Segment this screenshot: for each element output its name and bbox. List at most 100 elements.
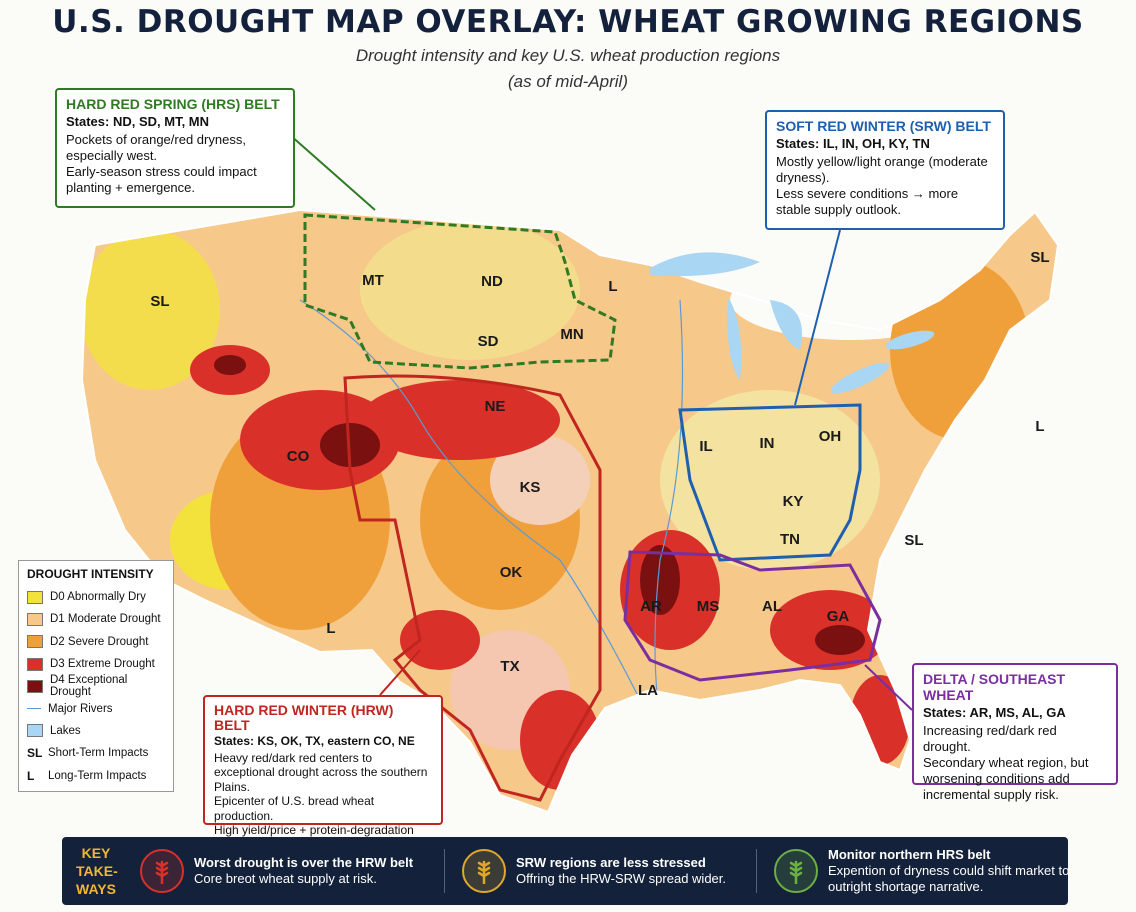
callout-text: Heavy red/dark red centers to exceptiona… xyxy=(214,750,428,794)
wheat-icon xyxy=(477,860,491,884)
hrs-region xyxy=(303,213,617,370)
legend-label: D0 Abnormally Dry xyxy=(50,591,146,604)
takeaway-title: SRW regions are less stressed xyxy=(516,855,706,870)
delta-connector xyxy=(864,664,913,711)
map-label: OK xyxy=(500,564,523,581)
legend-item: D1 Moderate Drought xyxy=(27,608,165,630)
callout-title: HARD RED SPRING (HRS) BELT xyxy=(66,96,280,112)
callout-srw: SOFT RED WINTER (SRW) BELT States: IL, IN… xyxy=(765,110,1005,230)
map-label: IN xyxy=(760,435,775,452)
legend-label: Short-Term Impacts xyxy=(48,747,149,760)
callout-text: Secondary wheat region, but worsening co… xyxy=(923,755,1089,802)
legend-symbol: L xyxy=(27,768,35,783)
callout-text: Mostly yellow/light orange (moderate dry… xyxy=(776,154,988,185)
legend-symbol: SL xyxy=(27,746,43,761)
map-label: TX xyxy=(500,658,519,675)
callout-states: States: KS, OK, TX, eastern CO, NE xyxy=(214,734,415,748)
takeaway-title: Monitor northern HRS belt xyxy=(828,847,991,862)
title: U.S. DROUGHT MAP OVERLAY: WHEAT GROWING … xyxy=(52,4,1084,40)
takeaway-text: Worst drought is over the HRW belt Core b… xyxy=(194,855,449,887)
legend-label: Major Rivers xyxy=(48,702,113,715)
legend-swatch xyxy=(27,635,43,649)
callout-states: States: ND, SD, MT, MN xyxy=(66,114,210,129)
us-outline xyxy=(80,208,1060,814)
legend-swatch xyxy=(27,724,43,738)
legend-label: D2 Severe Drought xyxy=(50,635,149,648)
hrw-region xyxy=(343,374,602,802)
srw-connector xyxy=(794,229,841,406)
callout-text: Early-season stress could impact plantin… xyxy=(66,164,257,195)
map-label: SL xyxy=(150,293,169,310)
legend-item: Lakes xyxy=(27,720,165,742)
callout-hrw: HARD RED WINTER (HRW) BELT States: KS, OK… xyxy=(203,695,443,866)
legend-swatch xyxy=(27,612,43,626)
callout-title: DELTA / SOUTHEAST WHEAT xyxy=(923,671,1066,703)
key-takeaways: KEY TAKE- WAYS Worst drought is over the… xyxy=(62,837,1069,905)
map-label: TN xyxy=(780,531,800,548)
legend-label: Lakes xyxy=(50,724,81,737)
map-labels: SL MT ND SD MN L SL NE CO KS IL IN OH KY TN SL L OK AR MS AL… xyxy=(150,249,1049,699)
map-label: IL xyxy=(699,438,712,455)
map-label: LA xyxy=(638,682,658,699)
callout-text: Less severe conditions → more stable sup… xyxy=(776,186,959,217)
callout-text: Increasing red/dark red drought. xyxy=(923,723,1057,754)
map-label: GA xyxy=(827,608,850,625)
separator xyxy=(756,849,757,893)
legend-title: DROUGHT INTENSITY xyxy=(27,567,154,581)
wheat-icon xyxy=(789,860,803,884)
wheat-stalk xyxy=(155,860,169,884)
takeaway-icon xyxy=(462,849,506,893)
map-label: MS xyxy=(697,598,720,615)
wheat-stalk xyxy=(789,860,803,884)
map-label: KS xyxy=(520,479,541,496)
legend-item: D3 Extreme Drought xyxy=(27,653,165,675)
map-label: AR xyxy=(640,598,662,615)
takeaway-text: Monitor northern HRS belt Expention of dr… xyxy=(828,847,1083,895)
callout-text: Epicenter of U.S. bread wheat production… xyxy=(214,794,375,823)
callout-states: States: IL, IN, OH, KY, TN xyxy=(776,136,930,151)
callout-title: SOFT RED WINTER (SRW) BELT xyxy=(776,118,991,134)
subtitle: Drought intensity and key U.S. wheat pro… xyxy=(355,46,781,65)
legend-line xyxy=(27,708,41,710)
takeaway-icon xyxy=(774,849,818,893)
legend-item: L Long-Term Impacts xyxy=(27,764,165,786)
callout-title: HARD RED WINTER (HRW) BELT xyxy=(214,702,394,733)
map-label: KY xyxy=(783,493,804,510)
legend-label: Long-Term Impacts xyxy=(48,769,147,782)
legend-item: SL Short-Term Impacts xyxy=(27,742,165,764)
takeaway-icon xyxy=(140,849,184,893)
legend-swatch xyxy=(27,657,43,671)
takeaway: Worst drought is over the HRW belt Core b… xyxy=(140,847,449,895)
wheat-stalk xyxy=(477,860,491,884)
map-label: SL xyxy=(904,532,923,549)
key-label-line: KEY xyxy=(81,845,111,861)
lakes xyxy=(650,252,935,394)
takeaway-body: Expention of dryness could shift market … xyxy=(828,863,1070,894)
delta-region xyxy=(623,550,882,682)
hrw-connector xyxy=(379,649,421,696)
legend-swatch xyxy=(27,590,43,604)
callout-hrs: HARD RED SPRING (HRS) BELT States: ND, SD… xyxy=(55,88,295,208)
key-label-line: WAYS xyxy=(76,881,116,897)
hrs-connector xyxy=(289,134,376,211)
takeaway: Monitor northern HRS belt Expention of dr… xyxy=(774,847,1083,895)
legend-label: D4 Exceptional Drought xyxy=(50,674,128,699)
map-label: OH xyxy=(819,428,842,445)
map-label: MT xyxy=(362,272,384,289)
legend: DROUGHT INTENSITY D0 Abnormally Dry D1 Mo… xyxy=(18,560,174,792)
callout-text: Pockets of orange/red dryness, especiall… xyxy=(66,132,246,163)
legend-label: D1 Moderate Drought xyxy=(50,613,161,626)
map-label: CO xyxy=(287,448,310,465)
key-label: KEY TAKE- WAYS xyxy=(76,844,118,898)
legend-item: D2 Severe Drought xyxy=(27,631,165,653)
map-label: SL xyxy=(1030,249,1049,266)
map-label: SD xyxy=(478,333,499,350)
takeaway-title: Worst drought is over the HRW belt xyxy=(194,855,414,870)
map-label: NE xyxy=(485,398,506,415)
subtitle: (as of mid-April) xyxy=(508,72,628,91)
map-label: MN xyxy=(560,326,583,343)
srw-region xyxy=(678,403,862,562)
